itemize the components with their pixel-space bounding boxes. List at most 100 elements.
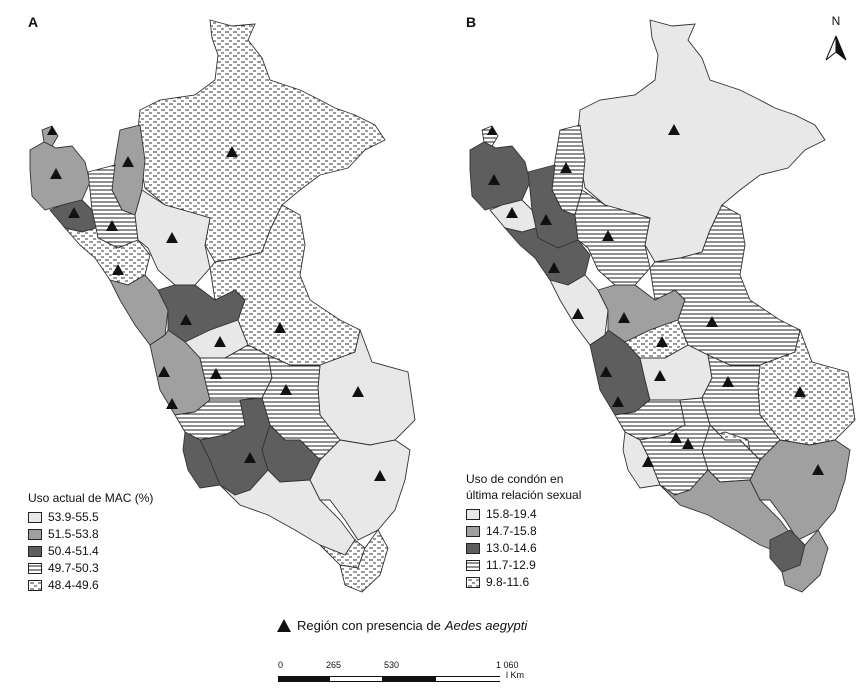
panel-b-letter: B — [466, 14, 477, 30]
scale-tick-0: 0 — [278, 660, 284, 670]
aedes-triangle-icon — [682, 438, 694, 449]
legend-swatch — [466, 542, 480, 554]
aedes-triangle-icon — [560, 162, 572, 173]
legend-swatch — [28, 579, 42, 591]
aedes-triangle-icon — [548, 262, 560, 273]
aedes-triangle-icon — [612, 396, 624, 407]
legend-b-row: 9.8-11.6 — [466, 574, 581, 590]
region-libertad-b — [503, 227, 591, 286]
aedes-triangle-icon — [214, 336, 226, 347]
aedes-triangle-icon — [47, 126, 57, 135]
legend-b-label-0: 15.8-19.4 — [486, 507, 537, 521]
aedes-triangle-icon — [706, 316, 718, 327]
legend-b-row: 14.7-15.8 — [466, 523, 581, 539]
legend-b-title-line2: última relación sexual — [466, 488, 582, 502]
legend-swatch — [466, 559, 480, 571]
region-puno-a — [309, 439, 411, 541]
legend-swatch — [28, 562, 42, 574]
scale-tick-3: 1 060 — [496, 660, 519, 670]
aedes-triangle-icon — [488, 174, 500, 185]
aedes-triangle-icon — [600, 366, 612, 377]
legend-swatch — [28, 511, 42, 523]
map-b — [469, 19, 856, 593]
scale-segment — [436, 676, 500, 682]
scale-tick-2: 530 — [384, 660, 400, 670]
aedes-triangle-icon — [68, 207, 80, 218]
legend-swatch — [466, 576, 480, 588]
aedes-triangle-icon — [487, 126, 497, 135]
legend-b-label-4: 9.8-11.6 — [486, 575, 530, 589]
aedes-triangle-icon — [210, 368, 222, 379]
region-tacna-a — [339, 529, 389, 593]
aedes-triangle-icon — [572, 308, 584, 319]
aedes-markers-b — [487, 124, 824, 475]
legend-a-row: 53.9-55.5 — [28, 509, 153, 525]
region-puno-b — [749, 439, 851, 541]
aedes-triangle-icon — [158, 366, 170, 377]
legend-b-label-1: 14.7-15.8 — [486, 524, 537, 538]
region-arequipa-a — [219, 469, 356, 556]
scale-bar: 0 265 530 1 060 l Km — [278, 660, 538, 690]
north-label: N — [831, 14, 841, 28]
aedes-triangle-icon — [277, 619, 291, 632]
legend-swatch — [466, 525, 480, 537]
aedes-triangle-icon — [722, 376, 734, 387]
aedes-triangle-icon — [540, 214, 552, 225]
caption-text: Región con presencia de — [297, 618, 441, 633]
aedes-triangle-icon — [618, 312, 630, 323]
aedes-triangle-icon — [642, 456, 654, 467]
aedes-triangle-icon — [506, 207, 518, 218]
legend-a-label-2: 50.4-51.4 — [48, 544, 99, 558]
legend-b-row: 13.0-14.6 — [466, 540, 581, 556]
aedes-triangle-icon — [602, 230, 614, 241]
region-ancash-a — [109, 274, 169, 346]
legend-b-label-2: 13.0-14.6 — [486, 541, 537, 555]
panel-a-letter: A — [28, 14, 39, 30]
legend-a: Uso actual de MAC (%) 53.9-55.5 51.5-53.… — [28, 490, 153, 594]
legend-a-row: 48.4-49.6 — [28, 577, 153, 593]
aedes-markers-a — [47, 126, 386, 481]
legend-b-label-3: 11.7-12.9 — [486, 558, 536, 572]
aedes-triangle-icon — [226, 146, 238, 157]
legend-swatch — [28, 545, 42, 557]
legend-a-row: 50.4-51.4 — [28, 543, 153, 559]
legend-b-title-line1: Uso de condón en — [466, 472, 564, 486]
legend-a-row: 51.5-53.8 — [28, 526, 153, 542]
legend-b: Uso de condón en última relación sexual … — [466, 471, 581, 591]
aedes-triangle-icon — [352, 386, 364, 397]
region-tacna-b — [781, 529, 829, 593]
legend-a-label-0: 53.9-55.5 — [48, 510, 99, 524]
legend-a-label-3: 49.7-50.3 — [48, 561, 99, 575]
legend-b-row: 11.7-12.9 — [466, 557, 581, 573]
scale-unit: l Km — [506, 670, 524, 680]
aedes-triangle-icon — [112, 264, 124, 275]
aedes-triangle-icon — [166, 398, 178, 409]
legend-a-row: 49.7-50.3 — [28, 560, 153, 576]
scale-tick-1: 265 — [326, 660, 342, 670]
aedes-triangle-icon — [374, 470, 386, 481]
legend-a-label-4: 48.4-49.6 — [48, 578, 99, 592]
aedes-triangle-icon — [812, 464, 824, 475]
legend-swatch — [28, 528, 42, 540]
region-piura-b — [469, 141, 531, 211]
aedes-triangle-icon — [244, 452, 256, 463]
aedes-triangle-icon — [670, 432, 682, 443]
aedes-triangle-icon — [180, 314, 192, 325]
region-libertad-a — [63, 227, 151, 286]
caption-species: Aedes aegypti — [444, 618, 528, 633]
aedes-triangle-icon — [280, 384, 292, 395]
legend-b-row: 15.8-19.4 — [466, 506, 581, 522]
aedes-triangle-icon — [654, 370, 666, 381]
legend-a-title: Uso actual de MAC (%) — [28, 491, 154, 505]
scale-segment — [330, 676, 382, 682]
region-arequipa-b — [659, 469, 796, 556]
aedes-triangle-icon — [656, 336, 668, 347]
aedes-caption: Región con presencia de Aedes aegypti — [277, 618, 527, 633]
aedes-triangle-icon — [274, 322, 286, 333]
aedes-triangle-icon — [166, 232, 178, 243]
aedes-triangle-icon — [794, 386, 806, 397]
aedes-triangle-icon — [106, 220, 118, 231]
legend-a-label-1: 51.5-53.8 — [48, 527, 99, 541]
north-arrow-icon — [825, 35, 847, 61]
